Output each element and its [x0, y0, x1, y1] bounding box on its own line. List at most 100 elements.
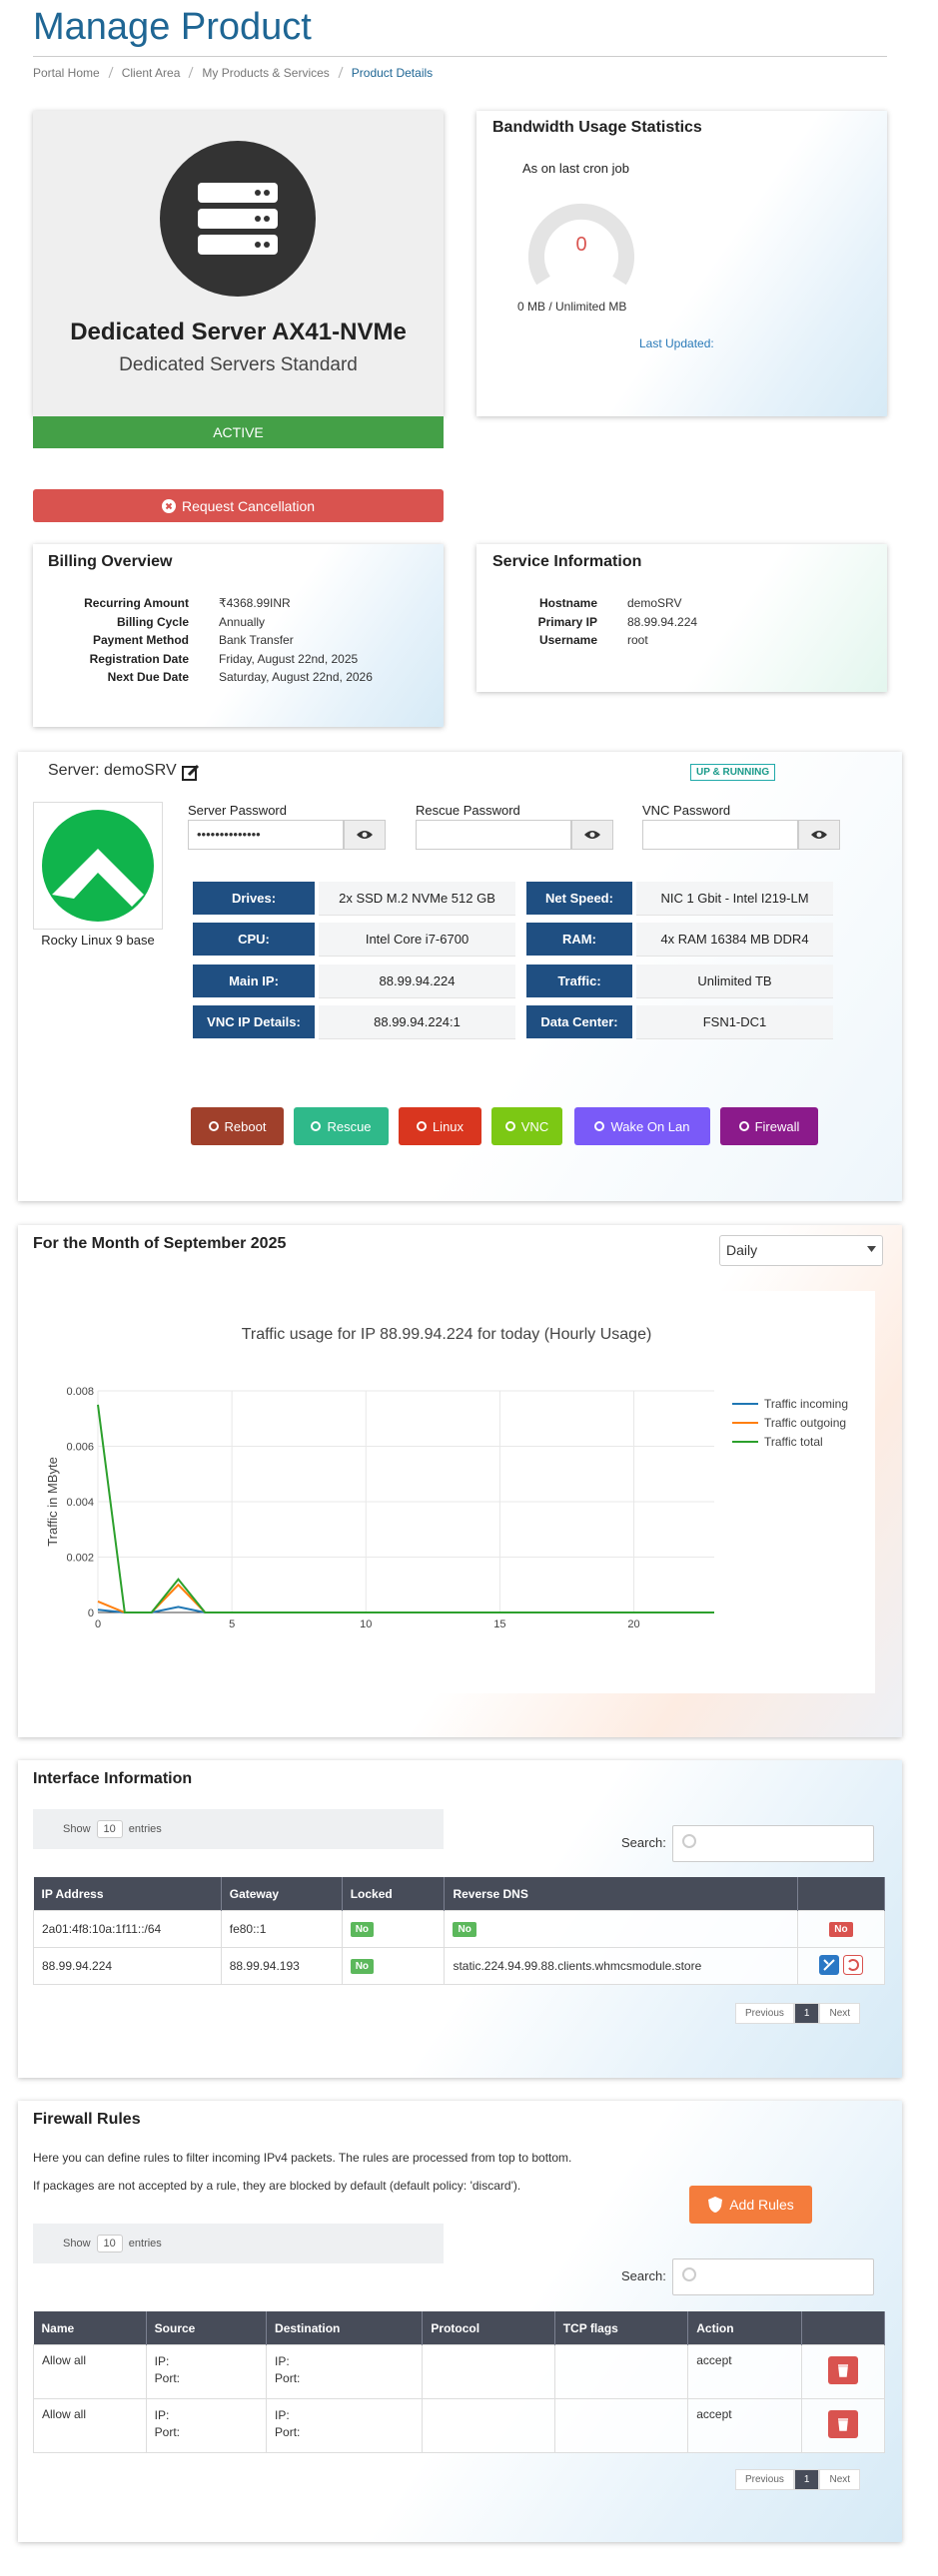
action-button[interactable]: Linux [399, 1107, 481, 1145]
action-icon [594, 1121, 605, 1131]
column-header: Name [33, 2311, 147, 2345]
bandwidth-subtitle: As on last cron job [522, 161, 629, 176]
action-button[interactable]: VNC [491, 1107, 562, 1145]
edit-icon[interactable] [182, 764, 200, 782]
icon-dot [738, 1121, 749, 1131]
legend-label: Traffic incoming [764, 1397, 848, 1411]
decoration [867, 1246, 876, 1252]
length-select[interactable]: 10 [96, 1820, 123, 1838]
icon-lens [682, 1834, 696, 1848]
field-value: ₹4368.99INR [219, 596, 291, 610]
column-header-actions [797, 1877, 886, 1911]
icon-lens [682, 2267, 696, 2281]
chart: Traffic usage for IP 88.99.94.224 for to… [33, 1291, 875, 1693]
breadcrumb-separator [188, 66, 194, 79]
length-select[interactable]: 10 [96, 2235, 123, 2253]
eye-icon [584, 831, 600, 839]
delete-button[interactable] [828, 2356, 859, 2384]
action-button[interactable]: Reboot [191, 1107, 284, 1145]
spec-value: Intel Core i7-6700 [319, 923, 515, 958]
length-value: 10 [103, 2238, 116, 2250]
column-header: Destination [266, 2311, 424, 2345]
edit-button[interactable] [818, 1954, 839, 1975]
password-input[interactable] [642, 820, 798, 850]
locked-cell: No [341, 1947, 446, 1985]
password-label: Rescue Password [416, 803, 520, 818]
page-button[interactable]: Previous [735, 2469, 794, 2490]
y-tick-label: 0 [88, 1608, 94, 1619]
y-tick-label: 0.002 [66, 1553, 94, 1565]
action-button[interactable]: Wake On Lan [574, 1107, 710, 1145]
gauge [528, 203, 634, 286]
breadcrumb-item: Product Details [351, 66, 434, 80]
decoration [182, 766, 197, 781]
reset-button[interactable] [842, 1954, 863, 1975]
icon-dot [311, 1121, 322, 1131]
tcp-flags-cell [553, 2398, 689, 2453]
breadcrumb: Portal Home Client Area My Products & Serv… [33, 66, 433, 80]
button-glyph [848, 1958, 859, 1971]
delete-cell [801, 2344, 885, 2399]
toggle-password[interactable] [798, 820, 840, 850]
table-row: Allow all IP: Port: IP: Port: accept [33, 2344, 885, 2399]
decoration [198, 183, 278, 255]
separator-line [338, 66, 344, 79]
spec-value: NIC 1 Gbit - Intel I219-LM [636, 882, 833, 916]
y-tick-label: 0.006 [66, 1442, 94, 1454]
breadcrumb-item: My Products & Services [202, 66, 330, 80]
toggle-password[interactable] [344, 820, 386, 850]
x-tick-label: 5 [229, 1618, 235, 1630]
cancel-button[interactable]: Request Cancellation [33, 489, 444, 522]
spec-label: Data Center: [526, 1004, 632, 1038]
graph-card: For the Month of September 2025 Daily Tr… [18, 1225, 902, 1737]
action-button[interactable]: Firewall [720, 1107, 818, 1145]
source-line: Port: [154, 2371, 180, 2385]
search-input[interactable] [672, 2258, 874, 2295]
delete-button[interactable] [828, 2410, 859, 2438]
toggle-password[interactable] [571, 820, 613, 850]
password-label: Server Password [188, 803, 287, 818]
spec-label: Net Speed: [526, 882, 632, 915]
page-button[interactable]: Next [819, 2003, 861, 2024]
password-input[interactable] [416, 820, 571, 850]
search-input[interactable] [672, 1825, 874, 1862]
locked-cell: No [341, 1910, 446, 1948]
page-button[interactable]: 1 [793, 2003, 820, 2024]
x-tick-label: 0 [95, 1618, 101, 1630]
period-select[interactable]: Daily [719, 1235, 883, 1266]
spec-label: Main IP: [193, 964, 315, 997]
decoration [264, 216, 270, 222]
action-button[interactable]: Rescue [294, 1107, 389, 1145]
password-input[interactable]: •••••••••••••• [188, 820, 344, 850]
source-cell: IP: Port: [145, 2344, 268, 2399]
action-icon [208, 1121, 219, 1131]
decoration [255, 190, 270, 248]
eye-pupil [362, 832, 368, 838]
page-button[interactable]: Next [819, 2469, 861, 2490]
spec-label: Traffic: [526, 964, 632, 997]
length-menu: Show 10 entries [33, 1809, 444, 1849]
firewall-description: Here you can define rules to filter inco… [33, 2151, 572, 2165]
destination-cell: IP: Port: [266, 2398, 424, 2453]
decoration [198, 209, 278, 229]
action-label: Firewall [754, 1118, 800, 1134]
pagination: Previous 1 Next [735, 2003, 861, 2024]
table-row: 88.99.94.224 88.99.94.193 No static.224.94.… [33, 1947, 886, 1985]
y-tick-label: 0.004 [66, 1497, 94, 1509]
page-button[interactable]: Previous [735, 2003, 794, 2024]
column-header: Reverse DNS [444, 1877, 798, 1911]
field-label: Registration Date [89, 651, 189, 666]
badge: No [453, 1922, 476, 1937]
card-title: For the Month of September 2025 [33, 1235, 287, 1252]
add-rules-button[interactable]: Add Rules [689, 2186, 812, 2224]
page-button[interactable]: 1 [793, 2469, 820, 2490]
protocol-cell [422, 2344, 555, 2399]
select-arrow [867, 1246, 876, 1252]
breadcrumb-separator [338, 66, 344, 79]
column-header: IP Address [33, 1877, 222, 1911]
column-header: Protocol [422, 2311, 555, 2345]
field-value: Saturday, August 22nd, 2026 [219, 670, 373, 684]
action-icon [738, 1121, 749, 1131]
decoration [255, 216, 261, 222]
search-label: Search: [621, 1835, 666, 1850]
